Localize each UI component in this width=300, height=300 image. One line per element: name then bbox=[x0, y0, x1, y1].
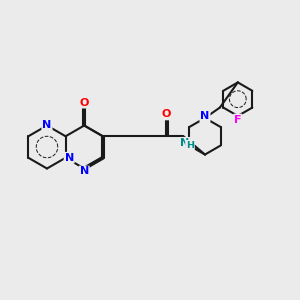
Text: N: N bbox=[200, 112, 210, 122]
Text: H: H bbox=[186, 141, 194, 150]
Text: N: N bbox=[64, 153, 74, 163]
Text: F: F bbox=[234, 115, 242, 124]
Text: O: O bbox=[162, 110, 171, 119]
Text: O: O bbox=[80, 98, 89, 108]
Text: N: N bbox=[80, 167, 89, 176]
Text: N: N bbox=[42, 120, 52, 130]
Text: N: N bbox=[180, 138, 190, 148]
